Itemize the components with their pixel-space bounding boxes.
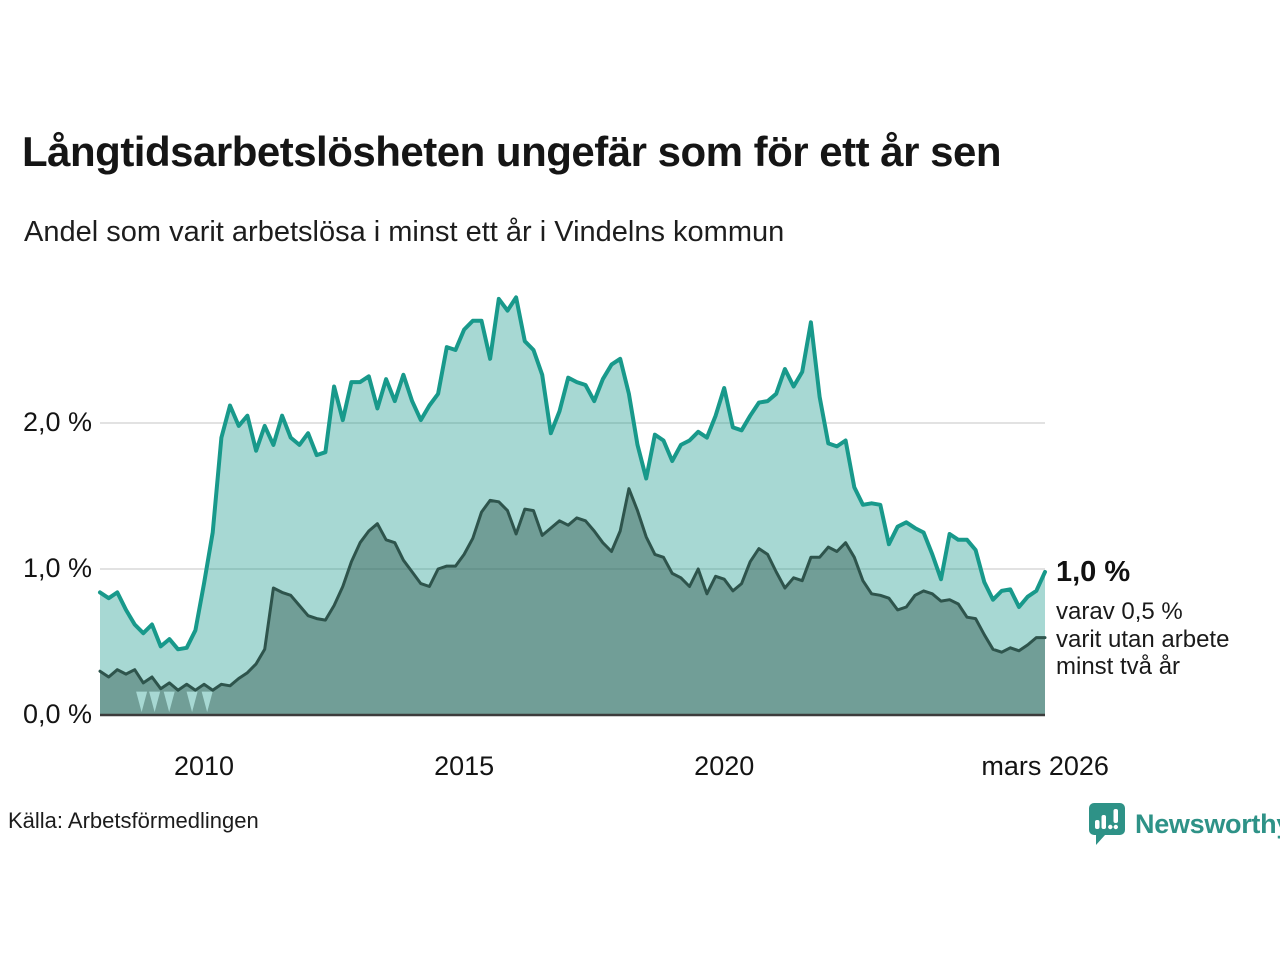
end-value-secondary-line: varit utan arbete: [1056, 625, 1230, 653]
line-unemployed-min-1yr: [98, 295, 1047, 652]
newsworthy-bubble-icon: [1089, 803, 1125, 845]
y-tick-label: 2,0 %: [22, 407, 92, 437]
x-tick-label: 2015: [434, 751, 495, 781]
area-unemployed-min-2yr: [100, 488, 1045, 715]
chart-subtitle: Andel som varit arbetslösa i minst ett å…: [24, 216, 785, 248]
y-tick-label: 1,0 %: [22, 553, 92, 583]
x-tick-label: 2010: [173, 751, 235, 781]
dark-area-notches: [136, 691, 213, 713]
notch: [186, 691, 198, 713]
gridlines: [100, 422, 1045, 570]
x-tick-label: mars 2026: [981, 751, 1109, 781]
end-value-secondary-line: minst två år: [1056, 653, 1181, 680]
brand-name: Newsworthy: [1135, 808, 1280, 839]
end-value-secondary: varav 0,5 % varit utan arbete minst två …: [1056, 598, 1276, 681]
x-tick-label: 2020: [694, 751, 755, 781]
notch: [136, 691, 148, 713]
y-tick-label: 0,0 %: [22, 699, 92, 729]
notch: [201, 691, 213, 713]
source-credit: Källa: Arbetsförmedlingen: [8, 808, 259, 833]
newsworthy-logo: Newsworthy: [1087, 801, 1280, 847]
line-unemployed-min-2yr: [98, 487, 1047, 692]
end-value-secondary-line: varav 0,5 %: [1056, 598, 1183, 625]
notch: [163, 691, 175, 713]
notch: [149, 691, 161, 713]
page-title: Långtidsarbetslösheten ungefär som för e…: [22, 128, 1002, 175]
end-value-annotation: 1,0 % varav 0,5 % varit utan arbete mins…: [1056, 556, 1276, 681]
end-value-primary: 1,0 %: [1056, 556, 1131, 588]
